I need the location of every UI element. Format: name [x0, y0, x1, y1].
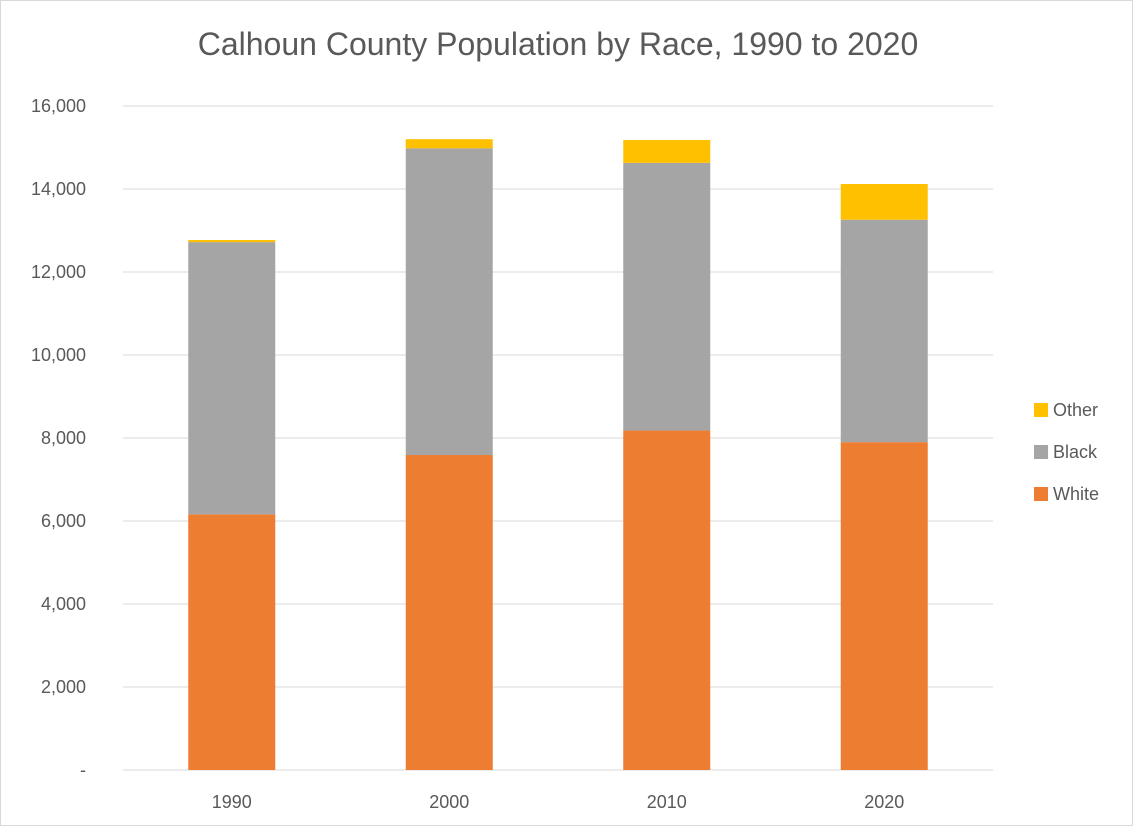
y-tick-label: 4,000	[41, 594, 86, 614]
legend-swatch-black	[1034, 445, 1048, 459]
chart-title: Calhoun County Population by Race, 1990 …	[198, 26, 919, 62]
y-tick-label: -	[80, 760, 86, 780]
bar-white-2000	[405, 455, 493, 770]
x-axis: 1990 2000 2010 2020	[212, 792, 905, 812]
bar-black-2010	[623, 162, 711, 431]
x-tick-label: 2010	[647, 792, 687, 812]
x-tick-label: 2020	[864, 792, 904, 812]
bar-other-2020	[840, 184, 928, 220]
bar-white-1990	[188, 514, 276, 770]
bar-black-2020	[840, 219, 928, 443]
bar-white-2020	[840, 442, 928, 770]
bar-other-2010	[623, 140, 711, 163]
y-tick-label: 12,000	[31, 262, 86, 282]
bar-white-2010	[623, 430, 711, 770]
legend: Other Black White	[1034, 400, 1099, 504]
y-tick-label: 8,000	[41, 428, 86, 448]
y-axis: - 2,000 4,000 6,000 8,000 10,000 12,000 14,000 1…	[31, 96, 86, 780]
legend-swatch-other	[1034, 403, 1048, 417]
bar-black-1990	[188, 242, 276, 515]
y-tick-label: 14,000	[31, 179, 86, 199]
bar-black-2000	[405, 148, 493, 456]
legend-label-white: White	[1053, 484, 1099, 504]
legend-label-black: Black	[1053, 442, 1098, 462]
y-tick-label: 10,000	[31, 345, 86, 365]
y-tick-label: 2,000	[41, 677, 86, 697]
bar-other-2000	[405, 139, 493, 149]
bar-other-1990	[188, 240, 276, 243]
x-tick-label: 1990	[212, 792, 252, 812]
y-tick-label: 16,000	[31, 96, 86, 116]
bars	[188, 139, 928, 770]
legend-swatch-white	[1034, 487, 1048, 501]
legend-label-other: Other	[1053, 400, 1098, 420]
y-tick-label: 6,000	[41, 511, 86, 531]
x-tick-label: 2000	[429, 792, 469, 812]
